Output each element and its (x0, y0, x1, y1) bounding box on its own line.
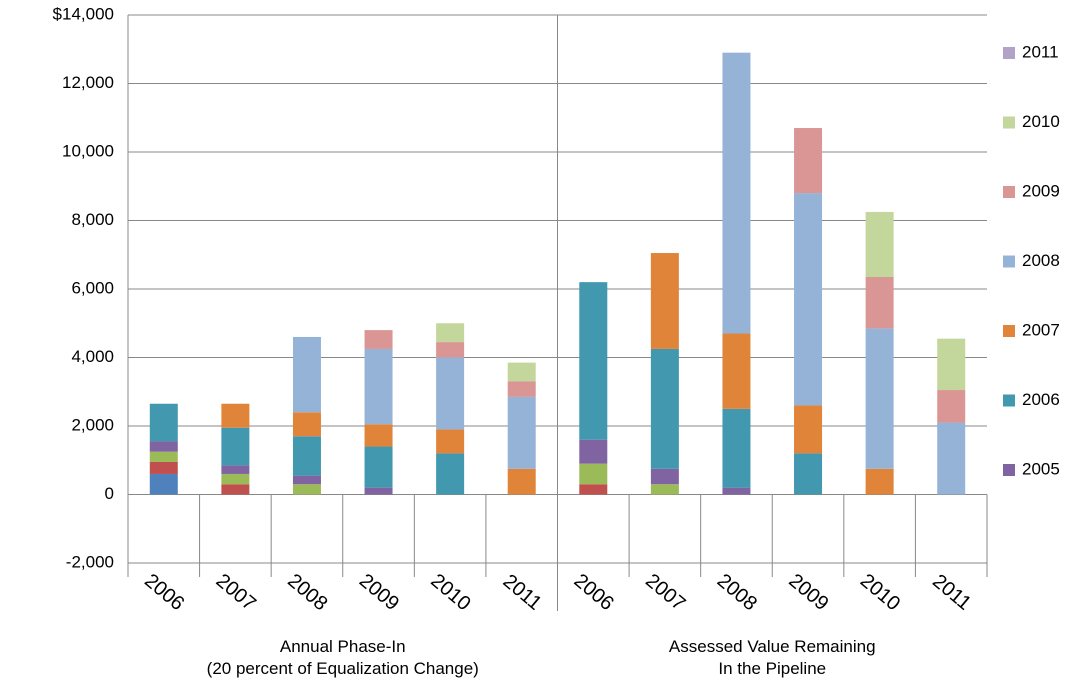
group-label: Assessed Value Remaining In the Pipeline (669, 637, 876, 678)
bar-segment (364, 330, 393, 349)
legend-label: 2006 (1022, 390, 1060, 409)
bar-segment (937, 390, 966, 423)
bar-segment (292, 484, 321, 495)
bar-segment (794, 193, 823, 406)
bar-segment (722, 487, 751, 495)
bar-segment (436, 323, 465, 343)
legend-label: 2007 (1022, 320, 1060, 339)
bar-segment (937, 338, 966, 391)
bar-segment (149, 461, 178, 474)
y-tick-label: 10,000 (62, 141, 114, 160)
bar-segment (507, 396, 536, 469)
x-tick-label: 2009 (784, 570, 832, 615)
bar-segment (579, 282, 608, 440)
bar-segment (436, 357, 465, 430)
legend-swatch (1003, 116, 1015, 129)
bar-segment (292, 475, 321, 485)
bar-segment (650, 253, 679, 349)
y-tick-label: 4,000 (71, 347, 114, 366)
bar-segment (364, 446, 393, 488)
x-tick-label: 2008 (283, 570, 331, 615)
y-tick-label: 6,000 (71, 278, 114, 297)
bar-segment (221, 403, 250, 428)
legend-label: 2008 (1022, 251, 1060, 270)
x-tick-label: 2010 (426, 570, 474, 615)
bar-segment (865, 211, 894, 278)
bar-segment (650, 468, 679, 485)
bar-segment (221, 427, 250, 466)
y-tick-label: 2,000 (71, 415, 114, 434)
bar-segment (650, 484, 679, 495)
bar-segment (579, 463, 608, 485)
legend-swatch (1003, 47, 1015, 59)
bar-segment (507, 362, 536, 382)
bar-segment (579, 439, 608, 464)
x-tick-label: 2011 (928, 570, 975, 615)
bar-segment (579, 484, 608, 495)
legend-label: 2010 (1022, 112, 1060, 131)
legend-label: 2011 (1022, 42, 1059, 61)
bar-segment (794, 405, 823, 454)
bar-segment (292, 412, 321, 437)
bar-segment (436, 429, 465, 454)
y-tick-label: 0 (105, 484, 114, 503)
x-tick-label: 2006 (140, 570, 188, 615)
bar-segment (149, 441, 178, 452)
bar-segment (722, 333, 751, 409)
legend-swatch (1003, 464, 1015, 476)
x-tick-label: 2010 (856, 570, 904, 615)
bar-segment (149, 451, 178, 462)
bar-segment (364, 348, 393, 425)
bar-segment (794, 128, 823, 194)
bar-segment (221, 473, 250, 485)
y-tick-label: $14,000 (53, 4, 114, 23)
bar-segment (436, 453, 465, 495)
bar-segment (937, 422, 966, 495)
bar-segment (436, 342, 465, 358)
x-tick-label: 2007 (212, 570, 260, 615)
bar-segment (507, 381, 536, 397)
y-tick-label: 12,000 (62, 73, 114, 92)
bar-segment (865, 328, 894, 469)
bar-segment (650, 348, 679, 469)
legend-swatch (1003, 255, 1015, 268)
bar-segment (865, 468, 894, 495)
x-tick-label: 2011 (499, 570, 546, 615)
bar-segment (507, 468, 536, 495)
legend-label: 2009 (1022, 181, 1060, 200)
bar-segment (292, 336, 321, 413)
bar-segment (221, 484, 250, 495)
bar-segment (722, 52, 751, 334)
x-tick-label: 2006 (570, 570, 618, 615)
legend-swatch (1003, 186, 1015, 198)
x-tick-label: 2007 (641, 570, 689, 615)
bar-segment (364, 487, 393, 495)
bar-segment (149, 473, 178, 495)
bar-segment (149, 403, 178, 442)
bar-segment (364, 424, 393, 447)
bar-segment (794, 453, 823, 495)
bar-segment (865, 277, 894, 329)
legend-swatch (1003, 394, 1015, 407)
legend-swatch (1003, 325, 1015, 337)
x-tick-label: 2008 (713, 570, 761, 615)
legend-label: 2005 (1022, 459, 1060, 478)
bar-segment (292, 436, 321, 476)
y-tick-label: -2,000 (66, 552, 114, 571)
x-tick-label: 2009 (355, 570, 403, 615)
group-label: Annual Phase-In (20 percent of Equalizati… (207, 637, 479, 678)
bar-segment (221, 465, 250, 474)
bar-segment (722, 408, 751, 488)
y-tick-label: 8,000 (71, 210, 114, 229)
